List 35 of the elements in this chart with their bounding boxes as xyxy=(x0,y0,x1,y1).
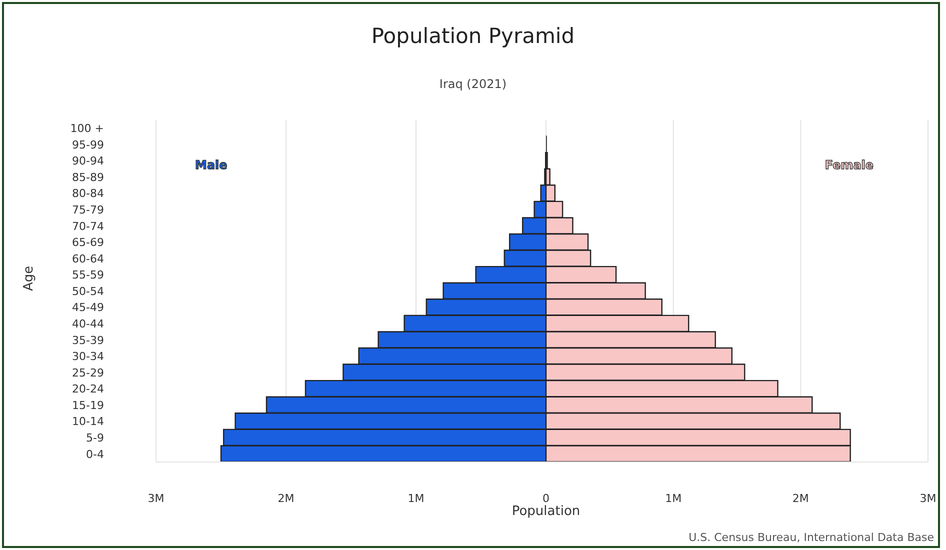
y-tick-label: 40-44 xyxy=(72,317,104,330)
y-axis-title: Age xyxy=(22,266,37,291)
y-tick-label: 45-49 xyxy=(72,301,104,314)
y-tick-label: 80-84 xyxy=(72,187,104,200)
x-tick-label: 3M xyxy=(920,492,936,505)
text: Male xyxy=(195,158,228,172)
y-tick-label: 5-9 xyxy=(86,431,104,444)
x-tick-label: 0 xyxy=(542,492,550,505)
y-tick-label: 95-99 xyxy=(72,138,104,152)
y-tick-label: 20-24 xyxy=(72,382,104,396)
text: U.S. Census Bureau, International Data Base xyxy=(688,531,934,544)
x-tick-label: 2M xyxy=(792,492,809,505)
y-tick-label: 0-4 xyxy=(86,448,104,461)
y-tick-label: 70-74 xyxy=(72,220,104,233)
y-tick-label: 50-54 xyxy=(72,284,104,298)
chart-subtitle: Iraq (2021) xyxy=(438,77,508,91)
y-tick-label: 35-39 xyxy=(72,334,104,347)
chart-title: Population Pyramid xyxy=(370,24,576,48)
y-tick-label: 100 + xyxy=(70,122,104,136)
x-tick-label: 3M xyxy=(148,492,164,505)
x-tick-label: 2M xyxy=(278,492,294,505)
y-tick-label: 10-14 xyxy=(72,415,104,428)
y-tick-label: 25-29 xyxy=(72,366,104,380)
y-tick-label: 75-79 xyxy=(72,203,104,216)
x-axis-title: Population xyxy=(510,504,582,519)
y-tick-label: 65-69 xyxy=(72,236,104,250)
y-tick-label: 55-59 xyxy=(72,268,104,282)
y-tick-label: 85-89 xyxy=(72,170,104,184)
y-tick-label: 30-34 xyxy=(72,350,104,364)
y-tick-label: 90-94 xyxy=(72,154,104,168)
y-tick-label: 60-64 xyxy=(72,252,104,266)
x-tick-label: 1M xyxy=(408,492,424,505)
y-tick-label: 15-19 xyxy=(72,398,104,412)
x-tick-label: 1M xyxy=(665,492,682,505)
text: Female xyxy=(824,158,874,172)
